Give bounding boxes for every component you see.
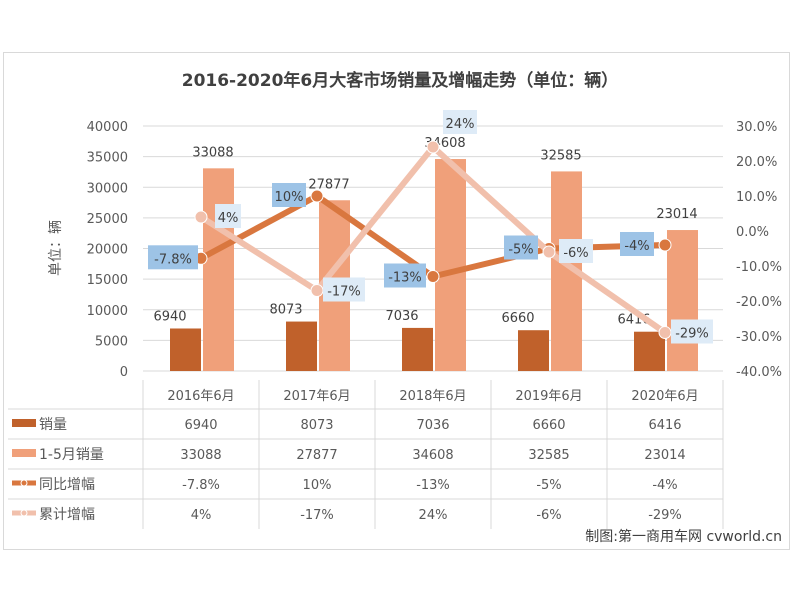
bar-data-label: 23014 xyxy=(656,207,697,222)
bar-data-label: 8073 xyxy=(269,303,302,318)
y-tick-label: 25000 xyxy=(87,212,128,227)
line-label-box xyxy=(272,183,306,207)
legend-swatch-marker xyxy=(20,509,28,517)
line-data-label: -6% xyxy=(563,246,588,261)
category-label: 2020年6月 xyxy=(631,389,698,404)
y-tick-label: 30000 xyxy=(87,181,128,196)
table-cell: 33088 xyxy=(180,448,221,463)
chart-title: 2016-2020年6月大客市场销量及增幅走势（单位：辆） xyxy=(182,70,619,91)
table-cell: -5% xyxy=(536,478,561,493)
table-cell: -7.8% xyxy=(182,478,220,493)
y2-tick-label: -30.0% xyxy=(736,330,782,345)
y2-tick-label: 20.0% xyxy=(736,155,777,170)
table-cell: -29% xyxy=(648,508,682,523)
table-cell: -13% xyxy=(416,478,450,493)
legend-swatch-marker xyxy=(20,479,28,487)
line-data-label: -7.8% xyxy=(154,252,192,267)
y2-tick-label: 10.0% xyxy=(736,190,777,205)
legend-swatch xyxy=(12,419,36,427)
line-label-box xyxy=(671,319,713,344)
bar-sales xyxy=(402,327,433,371)
line-data-label: 24% xyxy=(446,117,475,132)
table-cell: 23014 xyxy=(644,448,685,463)
line-point xyxy=(310,189,324,203)
y-tick-label: 15000 xyxy=(87,273,128,288)
line-data-label: 4% xyxy=(218,211,239,226)
table-cell: 24% xyxy=(419,508,448,523)
table-cell: 34608 xyxy=(412,448,453,463)
line-data-label: -13% xyxy=(388,271,422,286)
y-tick-label: 5000 xyxy=(95,334,128,349)
bar-data-label: 32585 xyxy=(540,148,581,163)
legend-label: 销量 xyxy=(39,417,67,433)
table-cell: 32585 xyxy=(528,448,569,463)
y-tick-label: 40000 xyxy=(87,120,128,135)
y-tick-label: 0 xyxy=(120,365,128,380)
table-cell: -6% xyxy=(536,508,561,523)
table-cell: 4% xyxy=(191,508,212,523)
bar-data-label: 27877 xyxy=(308,177,349,192)
line-point xyxy=(658,326,672,339)
y2-tick-label: -40.0% xyxy=(736,365,782,380)
line-data-label: -29% xyxy=(675,327,709,342)
table-cell: 10% xyxy=(303,478,332,493)
table-cell: -4% xyxy=(652,478,677,493)
line-data-label: 10% xyxy=(275,190,304,205)
category-label: 2019年6月 xyxy=(515,389,582,404)
line-label-box xyxy=(620,232,654,256)
bar-data-label: 7036 xyxy=(385,309,418,324)
legend-label: 累计增幅 xyxy=(39,507,95,523)
bar-sales xyxy=(286,321,317,371)
line-label-box xyxy=(504,235,538,260)
legend-label: 同比增幅 xyxy=(39,477,95,493)
table-cell: 6940 xyxy=(184,418,217,433)
line-label-box xyxy=(323,277,365,302)
table-cell: -17% xyxy=(300,508,334,523)
table-cell: 6660 xyxy=(532,418,565,433)
line-label-box xyxy=(215,204,241,228)
category-label: 2017年6月 xyxy=(283,389,350,404)
table-cell: 6416 xyxy=(648,418,681,433)
line-point xyxy=(658,238,672,252)
category-label: 2018年6月 xyxy=(399,389,466,404)
bar-data-label: 33088 xyxy=(192,145,233,160)
line-data-label: -5% xyxy=(508,243,533,258)
line-label-box xyxy=(384,263,426,288)
y-tick-label: 35000 xyxy=(87,151,128,166)
line-data-label: -17% xyxy=(327,285,361,300)
category-label: 2016年6月 xyxy=(167,389,234,404)
y2-tick-label: 30.0% xyxy=(736,120,777,135)
bar-sales xyxy=(518,330,549,371)
line-label-box xyxy=(443,110,477,134)
bar-sales xyxy=(634,331,665,371)
line-point xyxy=(426,270,440,283)
line-data-label: -4% xyxy=(624,239,649,254)
legend-swatch xyxy=(12,449,36,457)
bar-sales xyxy=(170,328,201,371)
line-point xyxy=(194,210,208,224)
legend-label: 1-5月销量 xyxy=(39,447,104,463)
line-point xyxy=(310,284,324,297)
y2-tick-label: -20.0% xyxy=(736,295,782,310)
bar-data-label: 6940 xyxy=(153,309,186,324)
source-annotation: 制图:第一商用车网 cvworld.cn xyxy=(585,528,782,545)
line-point xyxy=(542,245,556,259)
bar-data-label: 6660 xyxy=(501,311,534,326)
chart-card xyxy=(3,52,790,550)
bar-jan-may-sales xyxy=(203,168,234,371)
bar-jan-may-sales xyxy=(435,159,466,371)
y-tick-label: 20000 xyxy=(87,243,128,258)
table-cell: 7036 xyxy=(416,418,449,433)
line-label-box xyxy=(559,239,593,263)
line-label-box xyxy=(148,245,198,270)
y-tick-label: 10000 xyxy=(87,304,128,319)
y2-tick-label: -10.0% xyxy=(736,260,782,275)
y-axis-label: 单位：辆 xyxy=(48,220,64,276)
table-cell: 27877 xyxy=(296,448,337,463)
line-point xyxy=(426,140,440,154)
bar-jan-may-sales xyxy=(667,230,698,371)
table-cell: 8073 xyxy=(300,418,333,433)
y2-tick-label: 0.0% xyxy=(736,225,769,240)
